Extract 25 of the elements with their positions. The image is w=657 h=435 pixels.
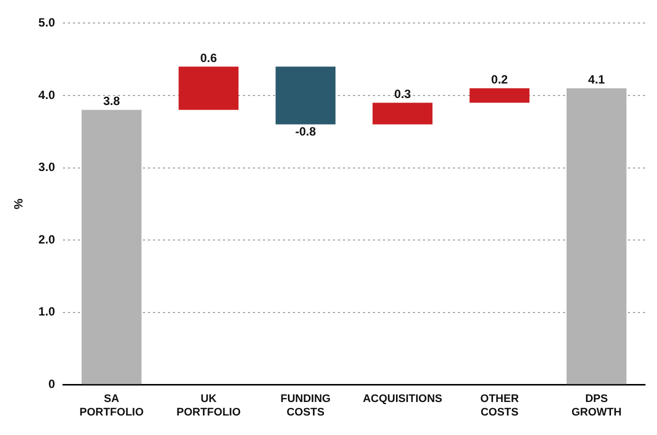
bar [82, 110, 142, 384]
x-tick-label: SA PORTFOLIO [79, 393, 144, 418]
y-tick-label: 0 [48, 376, 56, 391]
y-tick-label: 3.0 [38, 160, 56, 174]
bar [178, 66, 239, 110]
x-tick-label: DPS GROWTH [571, 393, 622, 418]
data-label: 0.2 [491, 72, 508, 87]
data-label: 0.6 [200, 50, 218, 65]
x-tick-label: OTHER COSTS [480, 393, 519, 418]
data-label: 3.8 [103, 94, 120, 108]
data-label: -0.8 [295, 124, 316, 139]
y-tick-label: 1.0 [38, 304, 56, 319]
y-tick-label: 2.0 [38, 232, 56, 246]
bar [470, 88, 530, 103]
x-tick-label: ACQUISITIONS [362, 393, 442, 406]
bar [372, 102, 432, 124]
x-tick-label: FUNDING COSTS [280, 393, 331, 418]
y-axis-title: % [12, 198, 26, 210]
y-tick-label: 4.0 [38, 88, 56, 102]
data-label: 4.1 [588, 72, 606, 87]
bar [276, 66, 336, 124]
bar [566, 88, 626, 384]
data-label: 0.3 [394, 87, 412, 102]
x-tick-label: UK PORTFOLIO [176, 393, 242, 418]
y-tick-label: 5.0 [38, 16, 56, 30]
